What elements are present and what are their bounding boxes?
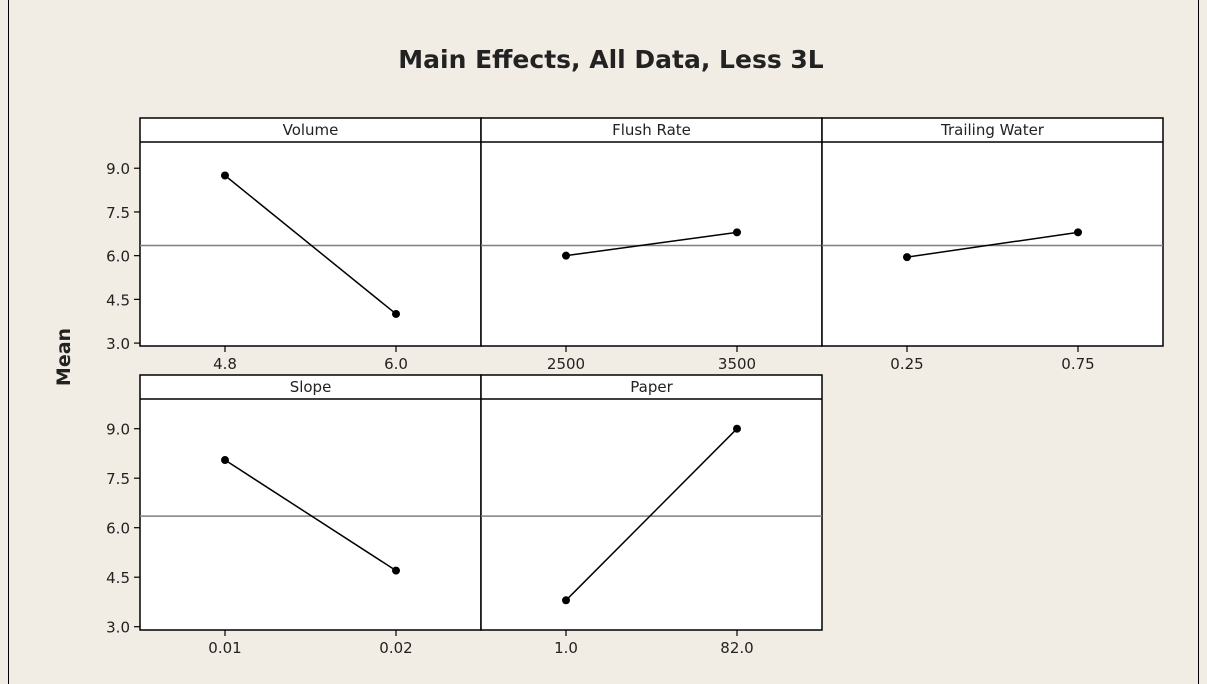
x-tick-label: 0.01 bbox=[208, 639, 241, 657]
panel-title-slope: Slope bbox=[290, 378, 332, 396]
data-point bbox=[392, 309, 400, 318]
y-tick-label: 9.0 bbox=[106, 160, 130, 178]
panel-title-trailing-water: Trailing Water bbox=[940, 121, 1045, 139]
effect-line-slope bbox=[224, 459, 397, 572]
x-tick-label: 0.75 bbox=[1061, 355, 1094, 373]
data-point bbox=[733, 228, 741, 237]
x-tick-label: 4.8 bbox=[213, 355, 237, 373]
y-axis-label: Mean bbox=[53, 328, 75, 386]
data-point bbox=[392, 566, 400, 575]
x-tick-label: 2500 bbox=[547, 355, 585, 373]
y-tick-label: 7.5 bbox=[106, 204, 130, 222]
effect-line-flush-rate bbox=[565, 231, 738, 257]
panels-group: Volume 3.0 4.5 6.0 7.5 9.0 4.8 6.0 Flush Rate 250… bbox=[106, 117, 1164, 657]
panel-title-flush-rate: Flush Rate bbox=[612, 121, 691, 139]
data-point bbox=[562, 596, 570, 605]
y-tick-label: 4.5 bbox=[106, 291, 130, 309]
data-point bbox=[903, 253, 911, 262]
panel-flush-rate bbox=[480, 117, 823, 347]
x-tick-label: 6.0 bbox=[384, 355, 408, 373]
panel-slope bbox=[139, 374, 482, 631]
y-tick-label: 3.0 bbox=[106, 619, 130, 637]
y-tick-label: 6.0 bbox=[106, 520, 130, 538]
y-tick-label: 7.5 bbox=[106, 470, 130, 488]
data-point bbox=[562, 251, 570, 260]
panel-title-volume: Volume bbox=[283, 121, 339, 139]
data-point bbox=[733, 424, 741, 433]
y-tick-label: 4.5 bbox=[106, 569, 130, 587]
chart-title: Main Effects, All Data, Less 3L bbox=[398, 45, 824, 74]
x-tick-label: 0.25 bbox=[890, 355, 923, 373]
panel-trailing-water bbox=[821, 117, 1164, 347]
y-tick-label: 6.0 bbox=[106, 248, 130, 266]
x-tick-label: 0.02 bbox=[379, 639, 412, 657]
effect-line-trailing-water bbox=[906, 231, 1079, 258]
x-tick-label: 1.0 bbox=[554, 639, 578, 657]
panel-volume bbox=[139, 117, 482, 347]
x-tick-label: 82.0 bbox=[720, 639, 753, 657]
effect-line-volume bbox=[224, 174, 397, 315]
data-point bbox=[221, 171, 229, 180]
effect-line-paper bbox=[565, 428, 738, 601]
data-point bbox=[221, 456, 229, 465]
data-point bbox=[1074, 228, 1082, 237]
panel-paper bbox=[480, 374, 823, 631]
y-tick-label: 9.0 bbox=[106, 421, 130, 439]
panel-title-paper: Paper bbox=[630, 378, 673, 396]
y-tick-label: 3.0 bbox=[106, 335, 130, 353]
x-tick-label: 3500 bbox=[718, 355, 756, 373]
